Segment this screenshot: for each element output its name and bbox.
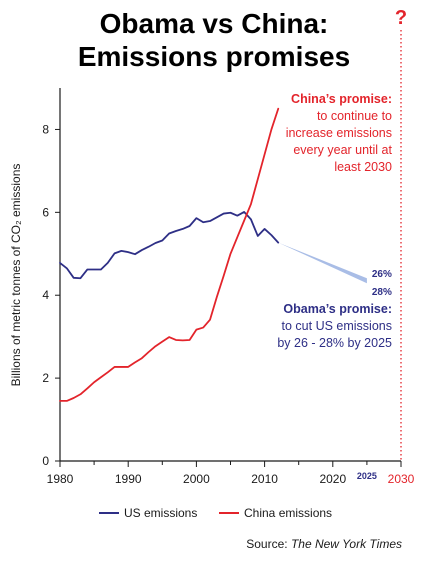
legend-label-china: China emissions bbox=[244, 506, 332, 520]
series-line-us bbox=[59, 211, 280, 280]
y-tick-label-6: 6 bbox=[42, 205, 49, 219]
x-tick-label-2020: 2020 bbox=[319, 472, 346, 486]
y-axis-title: Billions of metric tonnes of CO₂ emissio… bbox=[9, 164, 23, 387]
obama-annotation-line-2: by 26 - 28% by 2025 bbox=[277, 336, 392, 350]
source-credit: Source: The New York Times bbox=[246, 537, 402, 551]
projection-band bbox=[278, 242, 367, 284]
question-mark: ? bbox=[395, 7, 407, 29]
y-tick-label-0: 0 bbox=[42, 454, 49, 468]
x-tick-label-1990: 1990 bbox=[115, 472, 142, 486]
x-tick-label-1980: 1980 bbox=[47, 472, 74, 486]
china-annotation-line-1: to continue to bbox=[317, 109, 392, 123]
y-tick-label-2: 2 bbox=[42, 371, 49, 385]
obama-annotation-heading: Obama’s promise: bbox=[283, 302, 392, 316]
projection-label-28: 28% bbox=[372, 287, 392, 298]
chart-title-line-2: Emissions promises bbox=[78, 41, 350, 72]
source-name: The New York Times bbox=[291, 537, 402, 551]
china-annotation-line-2: increase emissions bbox=[286, 126, 392, 140]
series-group bbox=[59, 107, 280, 402]
china-annotation-line-3: every year until at bbox=[293, 143, 392, 157]
legend-label-us: US emissions bbox=[124, 506, 197, 520]
china-annotation-line-4: least 2030 bbox=[334, 160, 392, 174]
china-annotation: China’s promise: to continue to increase… bbox=[286, 92, 393, 174]
china-annotation-heading: China’s promise: bbox=[291, 92, 392, 106]
obama-annotation: Obama’s promise: to cut US emissions by … bbox=[277, 302, 392, 350]
x-tick-label-2010: 2010 bbox=[251, 472, 278, 486]
source-prefix: Source: bbox=[246, 537, 291, 551]
chart-title-line-1: Obama vs China: bbox=[100, 8, 329, 39]
axes: 0 2 4 6 8 1980 1990 2000 2010 2020 2030 2025 bbox=[42, 30, 415, 486]
x-tick-label-2025: 2025 bbox=[357, 471, 377, 481]
x-tick-label-2000: 2000 bbox=[183, 472, 210, 486]
series-line-china bbox=[59, 107, 280, 402]
legend: US emissions China emissions bbox=[99, 506, 332, 520]
x-tick-label-2030: 2030 bbox=[388, 472, 415, 486]
y-tick-label-4: 4 bbox=[42, 288, 49, 302]
projection-band-group bbox=[278, 242, 367, 284]
projection-label-26: 26% bbox=[372, 269, 392, 280]
obama-annotation-line-1: to cut US emissions bbox=[282, 319, 392, 333]
y-tick-label-8: 8 bbox=[42, 122, 49, 136]
